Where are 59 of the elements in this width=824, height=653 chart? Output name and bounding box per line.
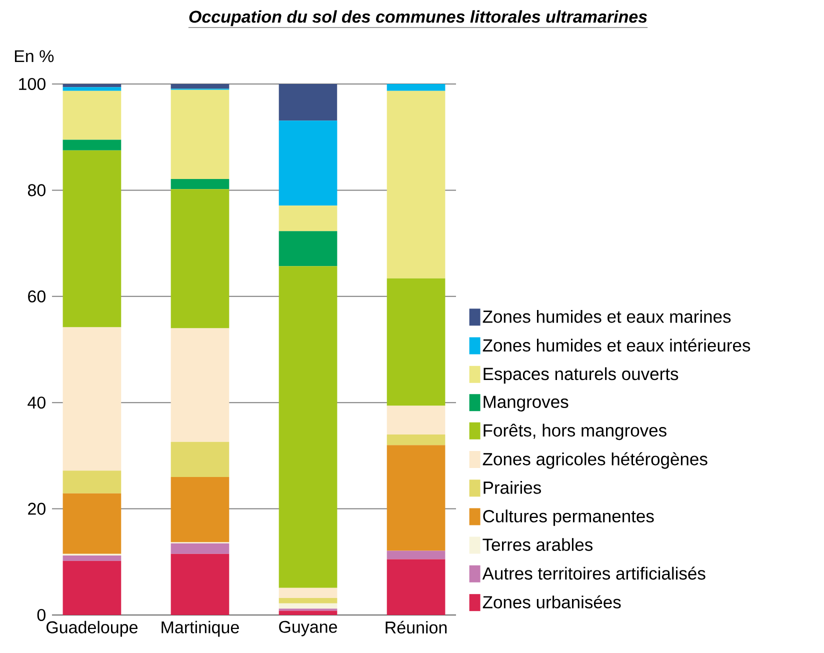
chart-title: Occupation du sol des communes littorales ultramarines	[189, 10, 647, 26]
bar	[278, 206, 338, 232]
y-tick-label: 0	[37, 608, 46, 622]
legend-label: Cultures permanentes	[483, 510, 654, 526]
bar	[386, 559, 446, 615]
x-tick-label: Réunion	[386, 620, 447, 634]
bar	[170, 442, 230, 477]
bar	[62, 327, 122, 471]
bar	[278, 84, 338, 121]
bar	[278, 588, 338, 598]
bar	[278, 231, 338, 266]
bar	[386, 406, 446, 434]
legend-label: Zones urbanisées	[482, 595, 621, 608]
bar	[170, 476, 230, 542]
bar	[62, 493, 122, 554]
legend-label: Terres arables	[482, 538, 593, 551]
bar	[386, 90, 446, 278]
bar	[170, 554, 230, 615]
bar	[170, 90, 230, 180]
bar	[386, 550, 446, 560]
bar	[386, 278, 446, 406]
bar	[62, 560, 122, 615]
bar	[170, 179, 230, 190]
bar	[278, 603, 338, 609]
bar	[278, 120, 338, 206]
legend-label: Zones humides et eaux marines	[482, 310, 731, 323]
bar	[62, 90, 122, 140]
bar	[170, 328, 230, 442]
x-tick-label: Guadeloupe	[46, 620, 138, 637]
legend-label: Zones agricoles hétérogènes	[482, 452, 708, 469]
legend-label: Autres territoires artificialisés	[482, 566, 706, 580]
x-tick-label: Martinique	[162, 620, 239, 637]
x-tick-label: Guyane	[279, 620, 338, 636]
bar	[278, 266, 338, 588]
bar	[62, 556, 122, 561]
bar	[62, 87, 122, 91]
bar	[278, 598, 338, 604]
bar	[386, 445, 446, 551]
legend-label: Espaces naturels ouverts	[484, 367, 678, 384]
bar	[278, 610, 338, 615]
bar	[62, 140, 122, 150]
legend-label: Mangroves	[484, 396, 568, 412]
bar	[62, 150, 122, 328]
legend-label: Forêts, hors mangroves	[484, 424, 666, 440]
y-axis-title: En %	[14, 50, 54, 62]
y-tick-label: 40	[28, 396, 46, 409]
bar	[386, 434, 446, 446]
y-tick-label: 60	[28, 290, 46, 302]
y-tick-label: 20	[28, 502, 46, 515]
y-tick-label: 100	[19, 78, 46, 90]
y-tick-label: 80	[28, 184, 46, 196]
legend-label: Zones humides et eaux intérieures	[482, 338, 750, 352]
bar	[170, 189, 230, 328]
legend-label: Prairies	[484, 481, 541, 494]
bar	[170, 543, 230, 554]
bar	[62, 84, 122, 88]
bar	[170, 84, 230, 89]
bar	[62, 470, 122, 494]
bar	[386, 84, 446, 91]
